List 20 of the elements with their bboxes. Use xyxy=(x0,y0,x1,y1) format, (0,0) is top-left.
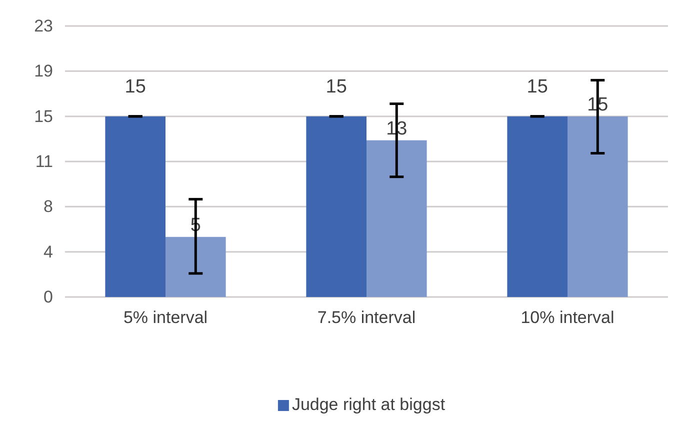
x-tick-label: 10% interval xyxy=(520,308,614,328)
data-label: 15 xyxy=(124,76,146,98)
y-tick-label: 8 xyxy=(44,197,53,216)
bar xyxy=(568,116,628,297)
data-label: 15 xyxy=(326,76,347,98)
y-tick-label: 11 xyxy=(35,152,53,171)
bar xyxy=(105,116,166,297)
bar xyxy=(366,140,427,297)
bar xyxy=(306,116,366,297)
bar xyxy=(507,116,568,297)
legend-label: Judge right at biggst xyxy=(292,395,446,414)
y-tick-label: 0 xyxy=(44,287,53,306)
x-tick-label: 7.5% interval xyxy=(317,308,416,328)
y-tick-label: 15 xyxy=(34,106,53,126)
data-label: 15 xyxy=(526,76,548,98)
bar xyxy=(166,236,226,297)
y-tick-label: 23 xyxy=(34,16,53,36)
x-tick-label: 5% interval xyxy=(123,308,208,328)
y-tick-label: 4 xyxy=(44,242,53,262)
y-tick-label: 19 xyxy=(34,62,53,81)
